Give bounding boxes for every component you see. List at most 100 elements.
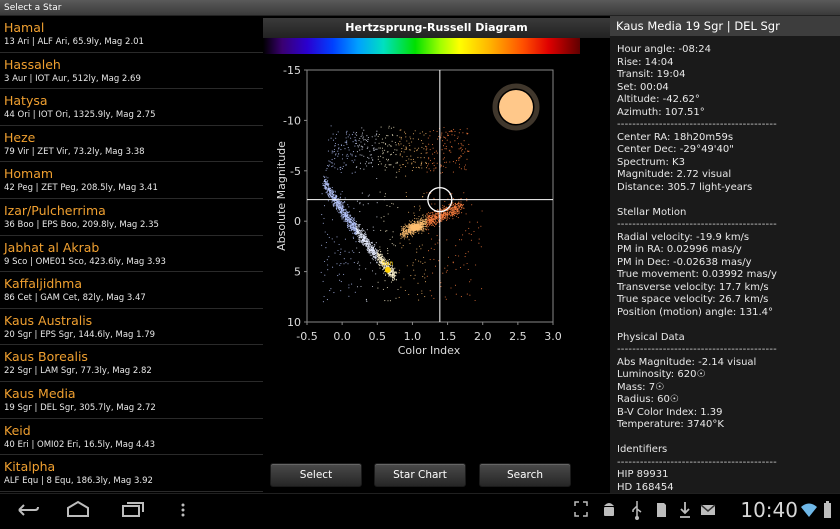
star-point — [372, 252, 374, 254]
star-point — [382, 258, 385, 260]
star-list-item[interactable]: Keid 40 Eri | OMI02 Eri, 16.5ly, Mag 4.43 — [0, 419, 263, 456]
star-list-item[interactable]: Kaus Australis 20 Sgr | EPS Sgr, 144.6ly,… — [0, 309, 263, 346]
star-point — [374, 255, 377, 257]
star-list-item[interactable]: Kitalpha ALF Equ | 8 Equ, 186.3ly, Mag 3.… — [0, 455, 263, 492]
star-list-item[interactable]: Izar/Pulcherrima 36 Boo | EPS Boo, 209.8l… — [0, 199, 263, 236]
star-point — [393, 126, 395, 128]
star-list-item[interactable]: Hatysa 44 Ori | IOT Ori, 1325.9ly, Mag 2.… — [0, 89, 263, 126]
star-point — [366, 249, 368, 251]
star-point — [341, 168, 343, 170]
star-point — [380, 163, 382, 165]
star-point — [411, 234, 413, 236]
star-point — [404, 227, 407, 229]
star-point — [359, 149, 361, 151]
star-point — [432, 221, 434, 224]
home-icon[interactable] — [64, 498, 92, 522]
star-point — [341, 215, 343, 217]
star-point — [445, 215, 447, 217]
star-point — [457, 143, 460, 145]
star-point — [458, 166, 460, 168]
star-point — [321, 193, 323, 195]
star-point — [421, 230, 423, 232]
search-button[interactable]: Search — [479, 463, 571, 487]
star-list-item[interactable]: Hamal 13 Ari | ALF Ari, 65.9ly, Mag 2.01 — [0, 16, 263, 53]
star-point — [366, 242, 368, 244]
star-point — [351, 221, 353, 223]
star-chart-button[interactable]: Star Chart — [374, 463, 466, 487]
star-point — [359, 234, 361, 236]
star-point — [410, 232, 412, 234]
star-point — [344, 214, 346, 216]
overflow-menu-icon[interactable] — [176, 498, 190, 522]
star-point — [367, 139, 369, 141]
star-point — [388, 258, 391, 261]
star-point — [352, 141, 354, 143]
star-list-item[interactable]: Kaus Media 19 Sgr | DEL Sgr, 305.7ly, Mag… — [0, 382, 263, 419]
star-point — [458, 255, 460, 257]
star-point — [343, 263, 345, 265]
star-point — [413, 230, 415, 232]
star-point — [322, 301, 324, 303]
star-point — [357, 233, 359, 235]
star-point — [460, 204, 462, 206]
star-point — [384, 149, 386, 151]
star-point — [332, 151, 334, 153]
star-point — [369, 254, 371, 256]
star-point — [414, 214, 416, 217]
star-point — [434, 203, 436, 205]
star-point — [358, 251, 360, 253]
star-list-item[interactable]: Kaffaljidhma 86 Cet | GAM Cet, 82ly, Mag … — [0, 272, 263, 309]
star-point — [362, 204, 364, 206]
star-point — [478, 238, 480, 240]
star-list-item[interactable]: Homam 42 Peg | ZET Peg, 208.5ly, Mag 3.41 — [0, 162, 263, 199]
star-point — [429, 212, 431, 214]
star-point — [401, 156, 403, 158]
star-point — [373, 255, 375, 257]
star-point — [417, 229, 419, 231]
star-point — [354, 223, 357, 225]
star-point — [353, 207, 355, 209]
detail-line: Temperature: 3740°K — [617, 419, 724, 430]
detail-line: Hour angle: -08:24 — [617, 44, 711, 55]
star-point — [334, 202, 336, 204]
star-point — [455, 293, 457, 295]
star-point — [405, 160, 407, 162]
star-point — [423, 273, 425, 275]
star-point — [425, 226, 427, 228]
star-point — [444, 207, 446, 210]
star-point — [457, 217, 459, 219]
star-point — [378, 256, 380, 258]
detail-separator: ----------------------------------------… — [617, 219, 777, 230]
star-point — [420, 221, 422, 223]
star-point — [379, 246, 381, 248]
star-list[interactable]: Hamal 13 Ari | ALF Ari, 65.9ly, Mag 2.01 H… — [0, 16, 263, 493]
star-point — [446, 214, 448, 216]
detail-body: Hour angle: -08:24 Rise: 14:04 Transit: 19… — [610, 36, 840, 493]
star-point — [348, 211, 351, 213]
star-list-item[interactable]: Kaus Borealis 22 Sgr | LAM Sgr, 77.3ly, M… — [0, 345, 263, 382]
star-point — [430, 215, 432, 217]
star-list-item[interactable]: Hassaleh 3 Aur | IOT Aur, 512ly, Mag 2.69 — [0, 53, 263, 90]
star-point — [409, 145, 411, 147]
star-point — [377, 135, 379, 137]
star-list-item[interactable]: Jabhat al Akrab 9 Sco | OME01 Sco, 423.6l… — [0, 236, 263, 273]
back-icon[interactable] — [14, 498, 42, 522]
star-point — [416, 149, 418, 151]
star-point — [390, 164, 392, 166]
star-point — [388, 265, 390, 267]
star-point — [352, 218, 355, 220]
star-point — [429, 222, 431, 224]
star-point — [466, 128, 468, 130]
star-point — [391, 272, 393, 274]
recent-apps-icon[interactable] — [118, 498, 146, 522]
star-point — [440, 282, 442, 284]
star-name: Homam — [4, 166, 54, 182]
star-point — [450, 145, 453, 148]
star-point — [405, 146, 407, 148]
star-point — [389, 154, 392, 156]
star-detail-panel[interactable]: Kaus Media 19 Sgr | DEL Sgr Hour angle: … — [610, 16, 840, 493]
star-point — [444, 296, 446, 298]
star-list-item[interactable]: Heze 79 Vir | ZET Vir, 73.2ly, Mag 3.38 — [0, 126, 263, 163]
select-button[interactable]: Select — [270, 463, 362, 487]
